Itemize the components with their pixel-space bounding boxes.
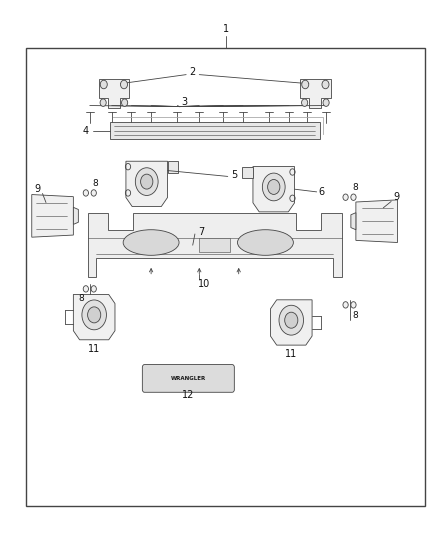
Circle shape (351, 302, 356, 308)
Circle shape (120, 80, 127, 89)
Polygon shape (88, 213, 342, 277)
Circle shape (262, 173, 285, 201)
Text: 2: 2 (190, 67, 196, 77)
Ellipse shape (123, 230, 179, 255)
Circle shape (351, 194, 356, 200)
Polygon shape (167, 161, 179, 173)
Circle shape (88, 307, 101, 323)
Text: 1: 1 (223, 25, 229, 34)
Circle shape (135, 168, 158, 196)
Text: 9: 9 (34, 184, 40, 194)
Circle shape (322, 80, 329, 89)
Text: 3: 3 (181, 98, 187, 107)
Circle shape (302, 99, 307, 107)
Text: 5: 5 (231, 170, 237, 180)
FancyBboxPatch shape (142, 365, 234, 392)
Circle shape (82, 300, 106, 330)
Text: 8: 8 (353, 311, 359, 320)
Polygon shape (32, 195, 73, 237)
Text: 12: 12 (182, 391, 194, 400)
Circle shape (100, 99, 106, 107)
Text: 8: 8 (92, 180, 99, 188)
Circle shape (302, 80, 309, 89)
Polygon shape (242, 166, 253, 178)
Circle shape (91, 286, 96, 292)
Circle shape (285, 312, 298, 328)
Bar (199, 238, 230, 252)
Bar (110, 122, 320, 139)
Circle shape (83, 286, 88, 292)
Polygon shape (300, 79, 331, 108)
Circle shape (91, 190, 96, 196)
Circle shape (323, 99, 329, 107)
Text: 8: 8 (78, 294, 84, 303)
Circle shape (343, 194, 348, 200)
Polygon shape (99, 79, 129, 108)
Circle shape (100, 80, 107, 89)
Polygon shape (126, 161, 167, 206)
Text: 11: 11 (285, 350, 297, 359)
Polygon shape (73, 294, 115, 340)
Text: 6: 6 (319, 187, 325, 197)
Polygon shape (73, 207, 78, 224)
Text: 9: 9 (393, 192, 399, 202)
Circle shape (122, 99, 128, 107)
Circle shape (83, 190, 88, 196)
Circle shape (141, 174, 153, 189)
Text: 7: 7 (198, 227, 205, 237)
Text: 10: 10 (198, 279, 210, 288)
Polygon shape (356, 200, 398, 243)
Polygon shape (351, 213, 356, 230)
Text: 11: 11 (88, 344, 100, 354)
Text: 4: 4 (82, 126, 88, 135)
Circle shape (268, 180, 280, 195)
Bar (26, 48, 425, 506)
Text: WRANGLER: WRANGLER (171, 376, 206, 381)
Ellipse shape (237, 230, 293, 255)
Circle shape (279, 305, 304, 335)
Polygon shape (271, 300, 312, 345)
Circle shape (343, 302, 348, 308)
Text: 8: 8 (353, 183, 359, 192)
Polygon shape (253, 166, 294, 212)
